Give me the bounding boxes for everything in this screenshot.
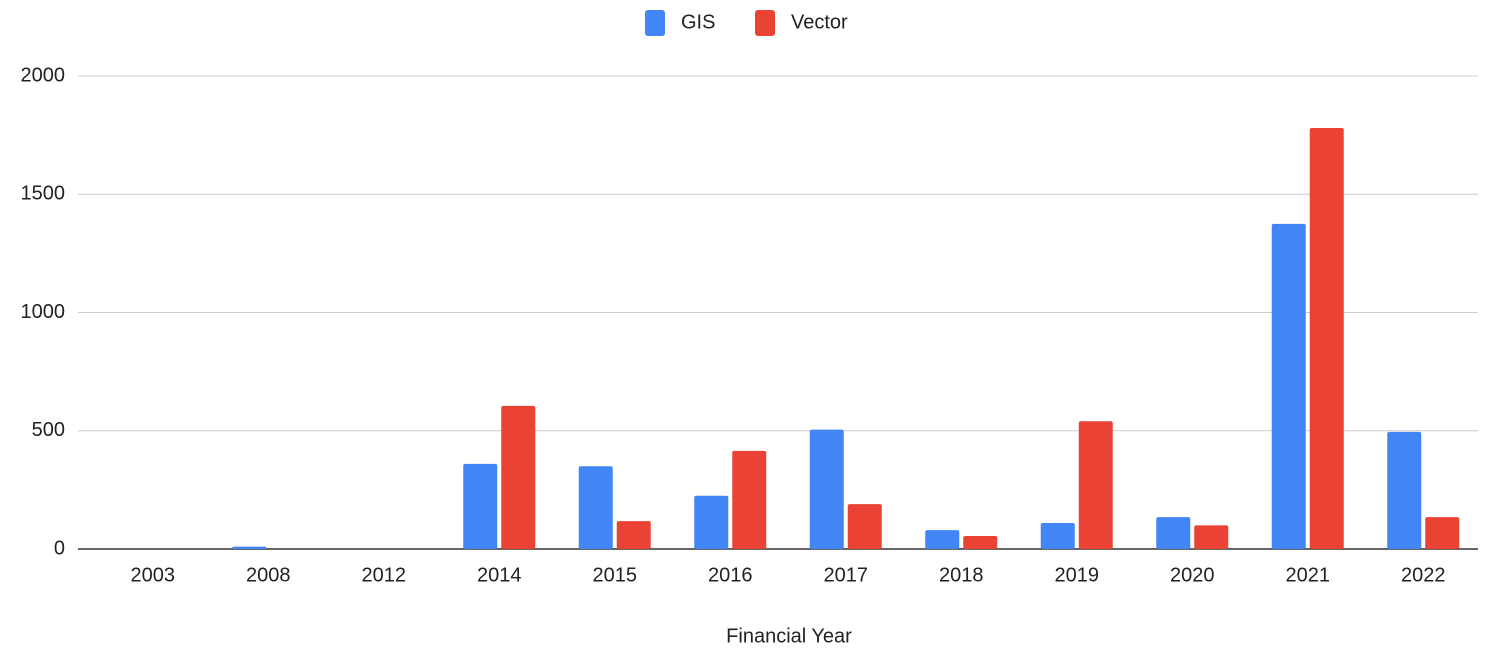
x-tick-label: 2008 <box>246 564 291 586</box>
y-tick-label: 0 <box>54 537 65 559</box>
bar <box>963 535 998 549</box>
bar <box>1387 431 1422 549</box>
bar <box>1309 128 1344 549</box>
bar <box>1194 525 1229 549</box>
bar <box>925 530 960 549</box>
x-tick-label: 2015 <box>593 564 638 586</box>
x-tick-label: 2016 <box>708 564 753 586</box>
legend-swatch <box>645 10 665 36</box>
x-tick-label: 2003 <box>131 564 176 586</box>
bar <box>232 546 267 549</box>
legend-label: GIS <box>681 11 715 33</box>
x-tick-label: 2021 <box>1286 564 1331 586</box>
x-tick-label: 2012 <box>362 564 407 586</box>
bar <box>501 405 536 549</box>
bar <box>732 450 767 549</box>
bar <box>694 495 729 549</box>
bar <box>809 429 844 549</box>
bar <box>1040 522 1075 549</box>
x-tick-label: 2018 <box>939 564 984 586</box>
bar <box>1425 517 1460 549</box>
x-tick-label: 2020 <box>1170 564 1215 586</box>
bar <box>1156 517 1191 549</box>
legend-swatch <box>755 10 775 36</box>
bar <box>578 466 613 549</box>
x-tick-label: 2022 <box>1401 564 1446 586</box>
y-tick-label: 2000 <box>21 64 66 86</box>
bar <box>1078 421 1113 549</box>
bar <box>616 521 651 549</box>
x-tick-label: 2019 <box>1055 564 1100 586</box>
y-tick-label: 1000 <box>21 301 66 323</box>
y-tick-label: 1500 <box>21 183 66 205</box>
x-tick-label: 2014 <box>477 564 522 586</box>
x-tick-label: 2017 <box>824 564 869 586</box>
bar <box>463 463 498 549</box>
bar <box>1271 223 1306 549</box>
x-axis-title: Financial Year <box>726 625 852 647</box>
bar <box>847 504 882 549</box>
y-tick-label: 500 <box>32 419 65 441</box>
legend-label: Vector <box>791 11 848 33</box>
